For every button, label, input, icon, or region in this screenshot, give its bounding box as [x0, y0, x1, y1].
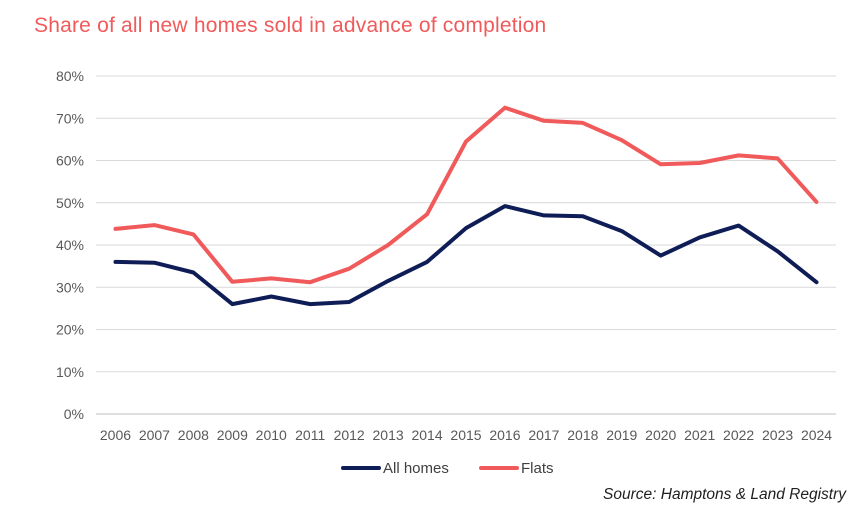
- x-tick-label: 2007: [139, 427, 170, 443]
- y-tick-label: 30%: [56, 279, 84, 295]
- x-tick-label: 2015: [450, 427, 481, 443]
- legend-label: All homes: [383, 460, 449, 477]
- x-tick-label: 2014: [411, 427, 442, 443]
- y-axis-tick-labels: 0% 10% 20% 30% 40% 50% 60% 70% 80%: [56, 68, 84, 422]
- x-tick-label: 2013: [373, 427, 404, 443]
- x-axis-tick-labels: 2006 2007 2008 2009 2010 2011 2012 2013 2014 2015…: [100, 427, 832, 443]
- source-note: Source: Hamptons & Land Registry: [603, 486, 846, 503]
- gridlines: [96, 75, 836, 415]
- x-tick-label: 2012: [334, 427, 365, 443]
- x-tick-label: 2022: [723, 427, 754, 443]
- x-tick-label: 2019: [606, 427, 637, 443]
- x-tick-label: 2008: [178, 427, 209, 443]
- series-line-flats: [113, 105, 819, 285]
- x-tick-label: 2020: [645, 427, 676, 443]
- y-tick-label: 20%: [56, 322, 84, 338]
- x-tick-label: 2021: [684, 427, 715, 443]
- legend-label: Flats: [521, 460, 554, 477]
- x-tick-label: 2006: [100, 427, 131, 443]
- x-tick-label: 2023: [762, 427, 793, 443]
- series-lines: [113, 105, 819, 307]
- y-tick-label: 50%: [56, 195, 84, 211]
- x-tick-label: 2010: [256, 427, 287, 443]
- x-tick-label: 2024: [801, 427, 832, 443]
- y-tick-label: 0%: [64, 406, 84, 422]
- y-tick-label: 80%: [56, 68, 84, 84]
- y-tick-label: 10%: [56, 364, 84, 380]
- x-tick-label: 2017: [528, 427, 559, 443]
- legend: All homes Flats: [341, 460, 554, 477]
- x-tick-label: 2018: [567, 427, 598, 443]
- x-tick-label: 2011: [295, 427, 325, 443]
- series-line-all-homes: [113, 204, 819, 307]
- chart-title: Share of all new homes sold in advance o…: [34, 14, 547, 37]
- x-tick-label: 2016: [489, 427, 520, 443]
- y-tick-label: 40%: [56, 237, 84, 253]
- y-tick-label: 70%: [56, 110, 84, 126]
- y-tick-label: 60%: [56, 153, 84, 169]
- x-tick-label: 2009: [217, 427, 248, 443]
